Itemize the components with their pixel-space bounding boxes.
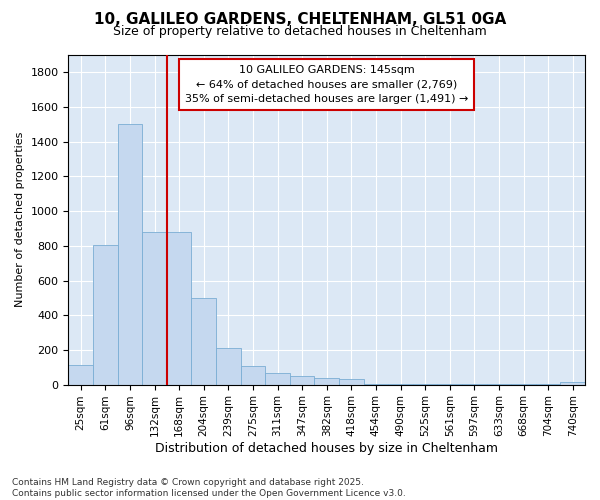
Bar: [339, 380, 364, 384]
Bar: [68, 364, 93, 384]
Bar: [241, 366, 265, 384]
Bar: [167, 232, 191, 384]
Bar: [290, 376, 314, 384]
X-axis label: Distribution of detached houses by size in Cheltenham: Distribution of detached houses by size …: [155, 442, 498, 455]
Text: 10, GALILEO GARDENS, CHELTENHAM, GL51 0GA: 10, GALILEO GARDENS, CHELTENHAM, GL51 0G…: [94, 12, 506, 28]
Bar: [265, 374, 290, 384]
Bar: [314, 378, 339, 384]
Bar: [216, 348, 241, 385]
Bar: [118, 124, 142, 384]
Bar: [560, 382, 585, 384]
Bar: [142, 232, 167, 384]
Text: 10 GALILEO GARDENS: 145sqm
← 64% of detached houses are smaller (2,769)
35% of s: 10 GALILEO GARDENS: 145sqm ← 64% of deta…: [185, 65, 469, 104]
Y-axis label: Number of detached properties: Number of detached properties: [15, 132, 25, 308]
Bar: [191, 298, 216, 384]
Text: Contains HM Land Registry data © Crown copyright and database right 2025.
Contai: Contains HM Land Registry data © Crown c…: [12, 478, 406, 498]
Bar: [93, 245, 118, 384]
Text: Size of property relative to detached houses in Cheltenham: Size of property relative to detached ho…: [113, 25, 487, 38]
